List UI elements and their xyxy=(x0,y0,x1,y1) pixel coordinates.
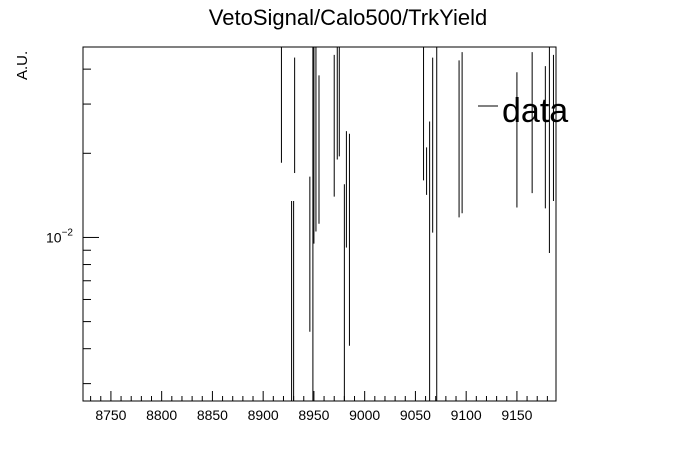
chart-title: VetoSignal/Calo500/TrkYield xyxy=(209,5,487,30)
x-tick-label: 8900 xyxy=(248,407,279,423)
x-tick-label: 8850 xyxy=(197,407,228,423)
x-tick-label: 8800 xyxy=(146,407,177,423)
y-tick-exponent: −2 xyxy=(62,227,74,238)
plot-frame xyxy=(82,46,557,402)
x-tick-label: 9000 xyxy=(349,407,380,423)
y-tick-label-1e-2: 10−2 xyxy=(46,227,73,245)
y-axis-label: A.U. xyxy=(14,51,31,80)
y-axis-ticks xyxy=(83,68,99,385)
legend: data xyxy=(478,92,568,130)
x-tick-label: 8750 xyxy=(95,407,126,423)
legend-label-data: data xyxy=(502,92,568,130)
x-tick-label: 9050 xyxy=(400,407,431,423)
y-tick-base: 10 xyxy=(46,229,62,245)
data-series xyxy=(280,47,554,401)
x-tick-label: 9100 xyxy=(451,407,482,423)
x-tick-label: 9150 xyxy=(501,407,532,423)
x-tick-label: 8950 xyxy=(298,407,329,423)
x-axis-ticks: 8750 8800 8850 8900 8950 9000 9050 9100 9150 xyxy=(90,391,548,423)
